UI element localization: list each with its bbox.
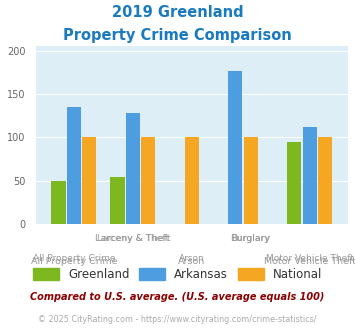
Text: 2019 Greenland: 2019 Greenland xyxy=(112,5,243,20)
Bar xyxy=(126,113,140,224)
Text: Compared to U.S. average. (U.S. average equals 100): Compared to U.S. average. (U.S. average … xyxy=(30,292,325,302)
Bar xyxy=(110,177,125,224)
Text: All Property Crime: All Property Crime xyxy=(31,257,117,266)
Text: Larceny & Theft: Larceny & Theft xyxy=(97,234,169,243)
Text: Burglary: Burglary xyxy=(230,234,271,243)
Text: All Property Crime: All Property Crime xyxy=(33,254,115,263)
Text: Larceny & Theft: Larceny & Theft xyxy=(95,234,170,243)
Text: Motor Vehicle Theft: Motor Vehicle Theft xyxy=(263,257,355,266)
Bar xyxy=(67,107,81,224)
Bar xyxy=(244,137,258,224)
Bar xyxy=(51,181,66,224)
Text: Burglary: Burglary xyxy=(231,234,270,243)
Text: © 2025 CityRating.com - https://www.cityrating.com/crime-statistics/: © 2025 CityRating.com - https://www.city… xyxy=(38,315,317,324)
Text: Arson: Arson xyxy=(179,254,204,263)
Bar xyxy=(141,137,155,224)
Bar xyxy=(287,142,301,224)
Bar xyxy=(185,137,199,224)
Legend: Greenland, Arkansas, National: Greenland, Arkansas, National xyxy=(28,263,327,286)
Text: Property Crime Comparison: Property Crime Comparison xyxy=(63,28,292,43)
Bar xyxy=(318,137,332,224)
Bar xyxy=(228,71,242,224)
Text: Motor Vehicle Theft: Motor Vehicle Theft xyxy=(266,254,354,263)
Bar xyxy=(82,137,96,224)
Bar xyxy=(302,127,317,224)
Text: Arson: Arson xyxy=(178,257,205,266)
